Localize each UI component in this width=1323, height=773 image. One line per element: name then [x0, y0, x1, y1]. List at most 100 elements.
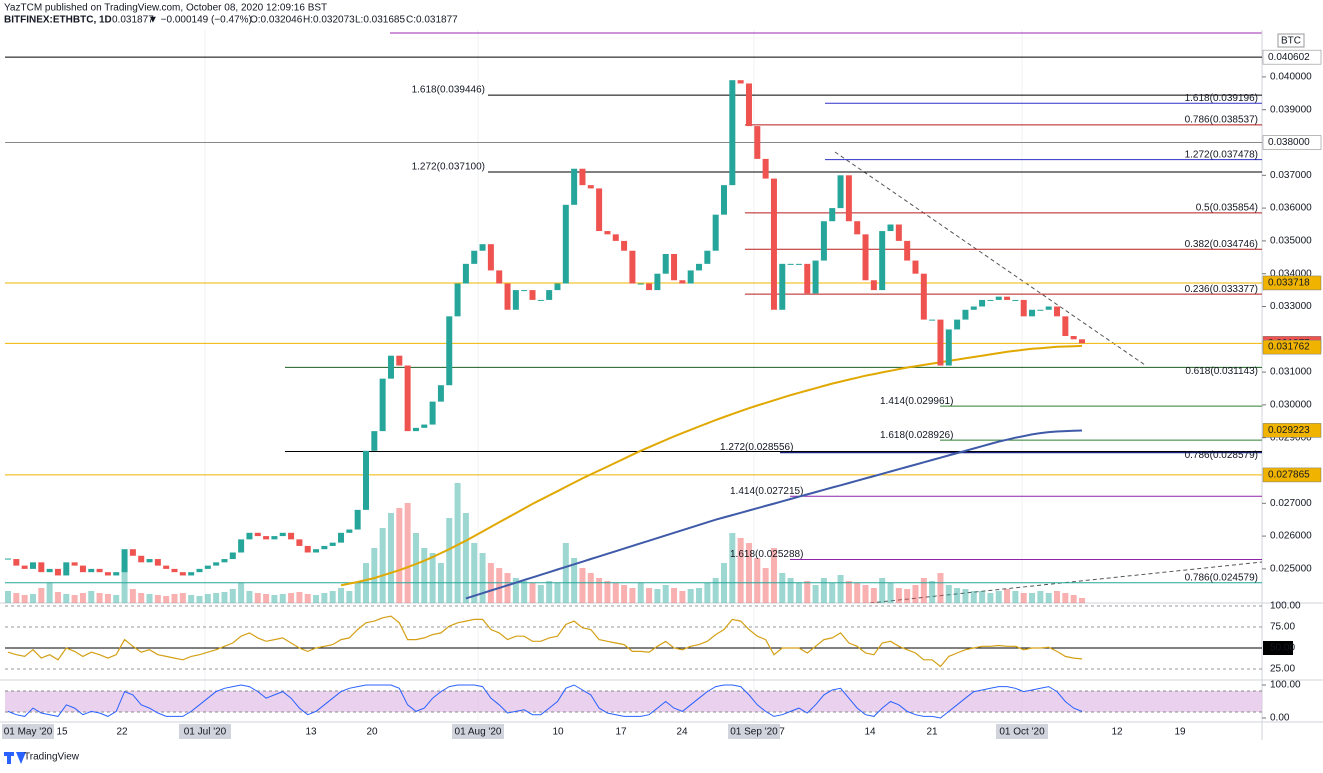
- volume-bar: [1004, 589, 1011, 603]
- volume-bar: [496, 568, 503, 603]
- volume-bar: [970, 591, 977, 603]
- volume-bar: [188, 595, 195, 603]
- volume-bar: [429, 553, 436, 603]
- volume-bar: [1070, 595, 1077, 603]
- candle: [396, 355, 403, 366]
- brand: TradingView: [24, 752, 80, 763]
- y-tick-label: 0.039000: [1270, 104, 1312, 115]
- candle: [163, 565, 170, 569]
- volume-bar: [163, 596, 170, 603]
- date-box: [996, 724, 1048, 739]
- candle: [671, 254, 678, 281]
- y-tick-label: 0.027000: [1270, 498, 1312, 509]
- candle: [454, 283, 461, 317]
- candle: [54, 568, 61, 576]
- x-tick-label: 24: [676, 727, 688, 738]
- volume-bar: [637, 583, 644, 603]
- candle: [1004, 296, 1011, 300]
- fib-label: 1.618(0.039196): [1185, 93, 1258, 104]
- fib-label: 0.236(0.033377): [1185, 284, 1258, 295]
- rsi-tick-label: 100.00: [1270, 601, 1301, 612]
- volume-bar: [671, 588, 678, 603]
- volume-bar: [71, 595, 78, 603]
- candle: [263, 536, 270, 540]
- candle: [329, 542, 336, 546]
- candle: [346, 529, 353, 533]
- candle: [204, 565, 211, 569]
- volume-bar: [371, 548, 378, 603]
- volume-bar: [204, 594, 211, 603]
- x-tick-label: 12: [1111, 727, 1123, 738]
- stoch: [7, 684, 1083, 719]
- candle: [721, 185, 727, 215]
- volume-bar: [338, 588, 345, 603]
- volume-bar: [1079, 598, 1085, 603]
- y-tick-label: 0.037000: [1270, 170, 1312, 181]
- y-tick-label: 0.025000: [1270, 564, 1312, 575]
- volume-bar: [812, 585, 819, 603]
- candle: [154, 559, 161, 566]
- volume-bar: [837, 575, 844, 603]
- volume-bar: [862, 585, 869, 603]
- candle: [71, 562, 78, 566]
- candle: [96, 568, 103, 573]
- volume-bar: [271, 595, 278, 603]
- price-tag: [1262, 49, 1322, 65]
- stoch-tick-label: 0.00: [1270, 713, 1290, 724]
- volume-bar: [346, 591, 353, 603]
- volume-bar: [704, 583, 711, 603]
- y-tick-label: 0.034000: [1270, 268, 1312, 279]
- price-tag-label: 0.027865: [1268, 470, 1310, 481]
- x-tick-label: 7: [779, 727, 785, 738]
- fib-label: 0.382(0.034746): [1185, 239, 1258, 250]
- candles: [5, 80, 1085, 576]
- volume-bar: [1012, 591, 1019, 603]
- volume-bar: [612, 583, 619, 603]
- fib-label: 0.786(0.028579): [1185, 450, 1258, 461]
- x-tick-label: 21: [926, 727, 938, 738]
- candle: [1012, 299, 1019, 301]
- candle: [754, 126, 761, 159]
- stoch-tick-label: 100.00: [1270, 680, 1301, 691]
- candle: [288, 532, 295, 540]
- candle: [21, 565, 28, 569]
- candle: [279, 532, 286, 537]
- y-tick-label: 0.040000: [1270, 72, 1312, 83]
- volume-bar: [404, 503, 411, 603]
- last-price: 0.031877: [112, 15, 154, 26]
- volume-bar: [712, 578, 719, 603]
- candle: [929, 319, 936, 321]
- candle: [446, 316, 453, 386]
- volume-bar: [662, 585, 669, 603]
- volume-bar: [171, 594, 178, 603]
- price-tag: [1262, 467, 1322, 483]
- volume-bar: [321, 593, 328, 603]
- candle: [562, 204, 569, 284]
- volume-bar: [412, 533, 419, 603]
- price-tag: [1262, 275, 1322, 291]
- volume-bar: [221, 592, 228, 603]
- volume-bar: [854, 583, 861, 603]
- candle: [1062, 316, 1069, 337]
- candle: [987, 299, 994, 301]
- candle: [521, 290, 528, 292]
- volume-bar: [696, 588, 703, 603]
- candle: [646, 283, 653, 291]
- volume-bar: [787, 578, 794, 603]
- candle: [612, 234, 619, 241]
- y-tick-label: 0.036000: [1270, 203, 1312, 214]
- candle: [254, 532, 261, 537]
- vertical-grid: [204, 30, 1023, 722]
- volume-bar: [795, 583, 802, 603]
- volume-bar: [63, 594, 70, 603]
- volume-bar: [687, 589, 694, 603]
- candle: [779, 263, 786, 310]
- date-box: [2, 724, 54, 739]
- volume-bar: [504, 573, 511, 603]
- fib-label: 0.786(0.024579): [1185, 572, 1258, 583]
- volume-bar: [13, 593, 20, 603]
- candle: [870, 280, 877, 291]
- candle: [196, 568, 203, 573]
